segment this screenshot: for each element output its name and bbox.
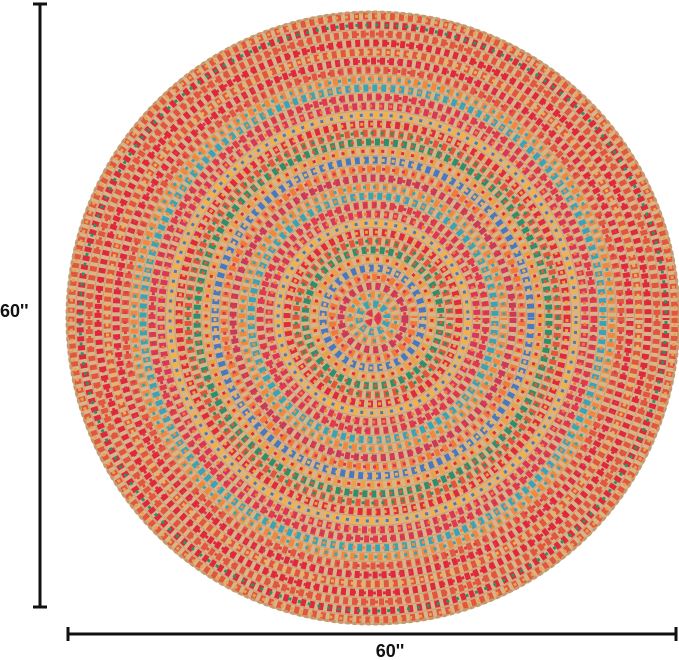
braid-ring	[121, 66, 625, 570]
braid-ring	[303, 248, 443, 388]
braid-ring	[76, 21, 670, 615]
braid-ring	[204, 149, 542, 487]
height-dimension: 60''	[0, 2, 47, 609]
braid-ring	[150, 95, 596, 541]
braid-ring	[168, 113, 578, 523]
braid-ring	[337, 282, 409, 354]
braid-ring	[357, 302, 389, 334]
braid-ring	[114, 59, 632, 577]
braid-ring	[330, 275, 416, 361]
round-braided-rug	[65, 10, 679, 626]
braid-ring	[132, 77, 614, 559]
braid-ring	[186, 131, 560, 505]
braid-ring	[292, 237, 454, 399]
braid-ring	[258, 203, 488, 433]
braid-ring	[247, 192, 499, 444]
width-label: 60''	[376, 641, 405, 660]
braid-ring	[105, 50, 641, 586]
braid-ring	[213, 158, 533, 478]
width-dimension: 60''	[66, 627, 678, 660]
braid-ring	[274, 219, 472, 417]
braid-ring	[195, 140, 551, 496]
braid-ring	[231, 176, 515, 460]
height-label: 60''	[0, 301, 29, 321]
braid-ring	[193, 138, 553, 498]
braid-ring	[65, 10, 679, 626]
braid-ring	[348, 293, 398, 343]
braid-ring	[69, 14, 677, 622]
braid-ring	[366, 311, 380, 325]
braid-ring	[222, 167, 524, 469]
braid-ring	[85, 30, 661, 606]
braid-ring	[312, 257, 434, 379]
braid-ring	[96, 41, 650, 595]
braid-ring	[240, 185, 506, 451]
braid-ring	[267, 212, 479, 424]
braid-ring	[103, 48, 643, 588]
braid-ring	[141, 86, 605, 550]
braid-ring	[177, 122, 569, 514]
braid-ring	[238, 183, 508, 453]
braid-ring	[249, 194, 497, 442]
braid-ring	[159, 104, 587, 532]
braid-ring	[321, 266, 425, 370]
braid-ring	[276, 221, 470, 415]
braid-ring	[87, 32, 659, 604]
braid-ring	[285, 230, 461, 406]
